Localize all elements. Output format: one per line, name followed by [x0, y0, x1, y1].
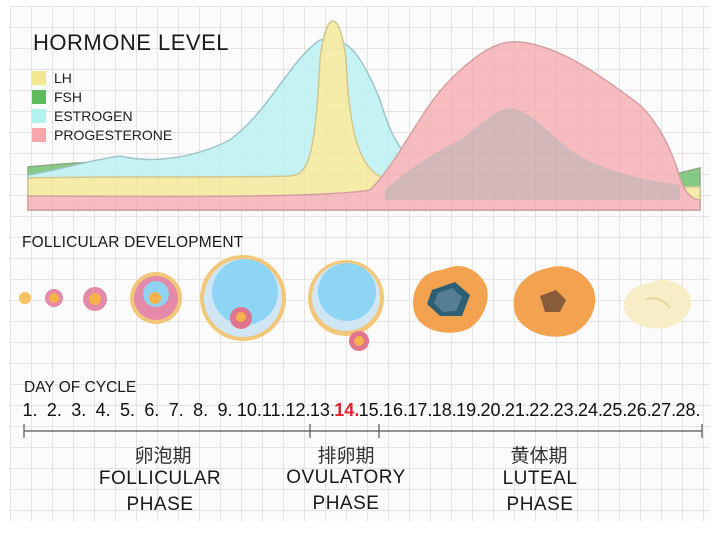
- day-label-6: 6.: [144, 400, 160, 420]
- day-label-15: 15.: [358, 400, 384, 420]
- day-label-8: 8.: [193, 400, 209, 420]
- day-label-19: 19.: [456, 400, 482, 420]
- day-label-27: 27.: [651, 400, 677, 420]
- day-label-16: 16.: [383, 400, 409, 420]
- day-label-7: 7.: [168, 400, 184, 420]
- progesterone-swatch: [32, 128, 46, 142]
- estrogen-swatch: [32, 109, 46, 123]
- day-label-14: 14.: [334, 400, 360, 420]
- day-label-18: 18.: [431, 400, 457, 420]
- follicle-stage-5: [200, 255, 286, 341]
- day-label-12: 12.: [285, 400, 311, 420]
- follicular-phase-en-1: FOLLICULAR: [98, 468, 222, 489]
- luteal-phase-en-1: LUTEAL: [502, 468, 578, 489]
- legend-item-lh: LH: [32, 70, 72, 86]
- day-label-13: 13.: [309, 400, 335, 420]
- day-label-3: 3.: [71, 400, 87, 420]
- phase-axis: [23, 424, 703, 438]
- day-label-1: 1.: [22, 400, 38, 420]
- corpus-luteum-2: [513, 266, 596, 337]
- legend-item-estrogen: ESTROGEN: [32, 108, 133, 124]
- ovulatory-phase-cn: 排卵期: [317, 445, 375, 467]
- day-label-9: 9.: [217, 400, 233, 420]
- follicular-phase-cn: 卵泡期: [134, 445, 192, 467]
- day-label-25: 25.: [602, 400, 628, 420]
- fsh-swatch: [32, 90, 46, 104]
- day-label-11: 11.: [261, 400, 286, 420]
- day-label-10: 10.: [236, 400, 262, 420]
- progesterone-curve: [27, 41, 701, 211]
- day-label-23: 23.: [553, 400, 579, 420]
- follicle-stage-1: [19, 292, 31, 304]
- luteal-gray-overlay: [385, 108, 680, 200]
- ovulatory-phase-en-2: PHASE: [312, 493, 380, 514]
- legend-item-progesterone: PROGESTERONE: [32, 127, 172, 143]
- legend-item-fsh: FSH: [32, 89, 82, 105]
- corpus-albicans: [623, 279, 691, 329]
- day-label-21: 21.: [504, 400, 530, 420]
- corpus-luteum-1: [413, 265, 488, 333]
- day-label-28: 28.: [675, 400, 701, 420]
- follicle-stage-3: [83, 287, 107, 311]
- day-label-5: 5.: [119, 400, 135, 420]
- follicular-phase-en-2: PHASE: [126, 494, 194, 515]
- ovulatory-phase-en-1: OVULATORY: [286, 467, 406, 488]
- luteal-phase-en-2: PHASE: [506, 494, 574, 515]
- follicle-stage-2: [45, 289, 63, 307]
- follicle-stage-4: [130, 272, 182, 324]
- day-label-17: 17.: [407, 400, 433, 420]
- day-of-cycle-title: DAY OF CYCLE: [24, 379, 137, 396]
- day-label-24: 24.: [578, 400, 604, 420]
- day-label-26: 26.: [626, 400, 652, 420]
- follicle-stage-6: [308, 260, 384, 351]
- day-label-2: 2.: [46, 400, 62, 420]
- hormone-level-title: HORMONE LEVEL: [33, 30, 229, 55]
- follicular-development-title: FOLLICULAR DEVELOPMENT: [22, 234, 244, 251]
- lh-swatch: [32, 71, 46, 85]
- day-label-20: 20.: [480, 400, 506, 420]
- luteal-phase-cn: 黄体期: [510, 445, 568, 467]
- day-label-22: 22.: [529, 400, 555, 420]
- day-label-4: 4.: [95, 400, 111, 420]
